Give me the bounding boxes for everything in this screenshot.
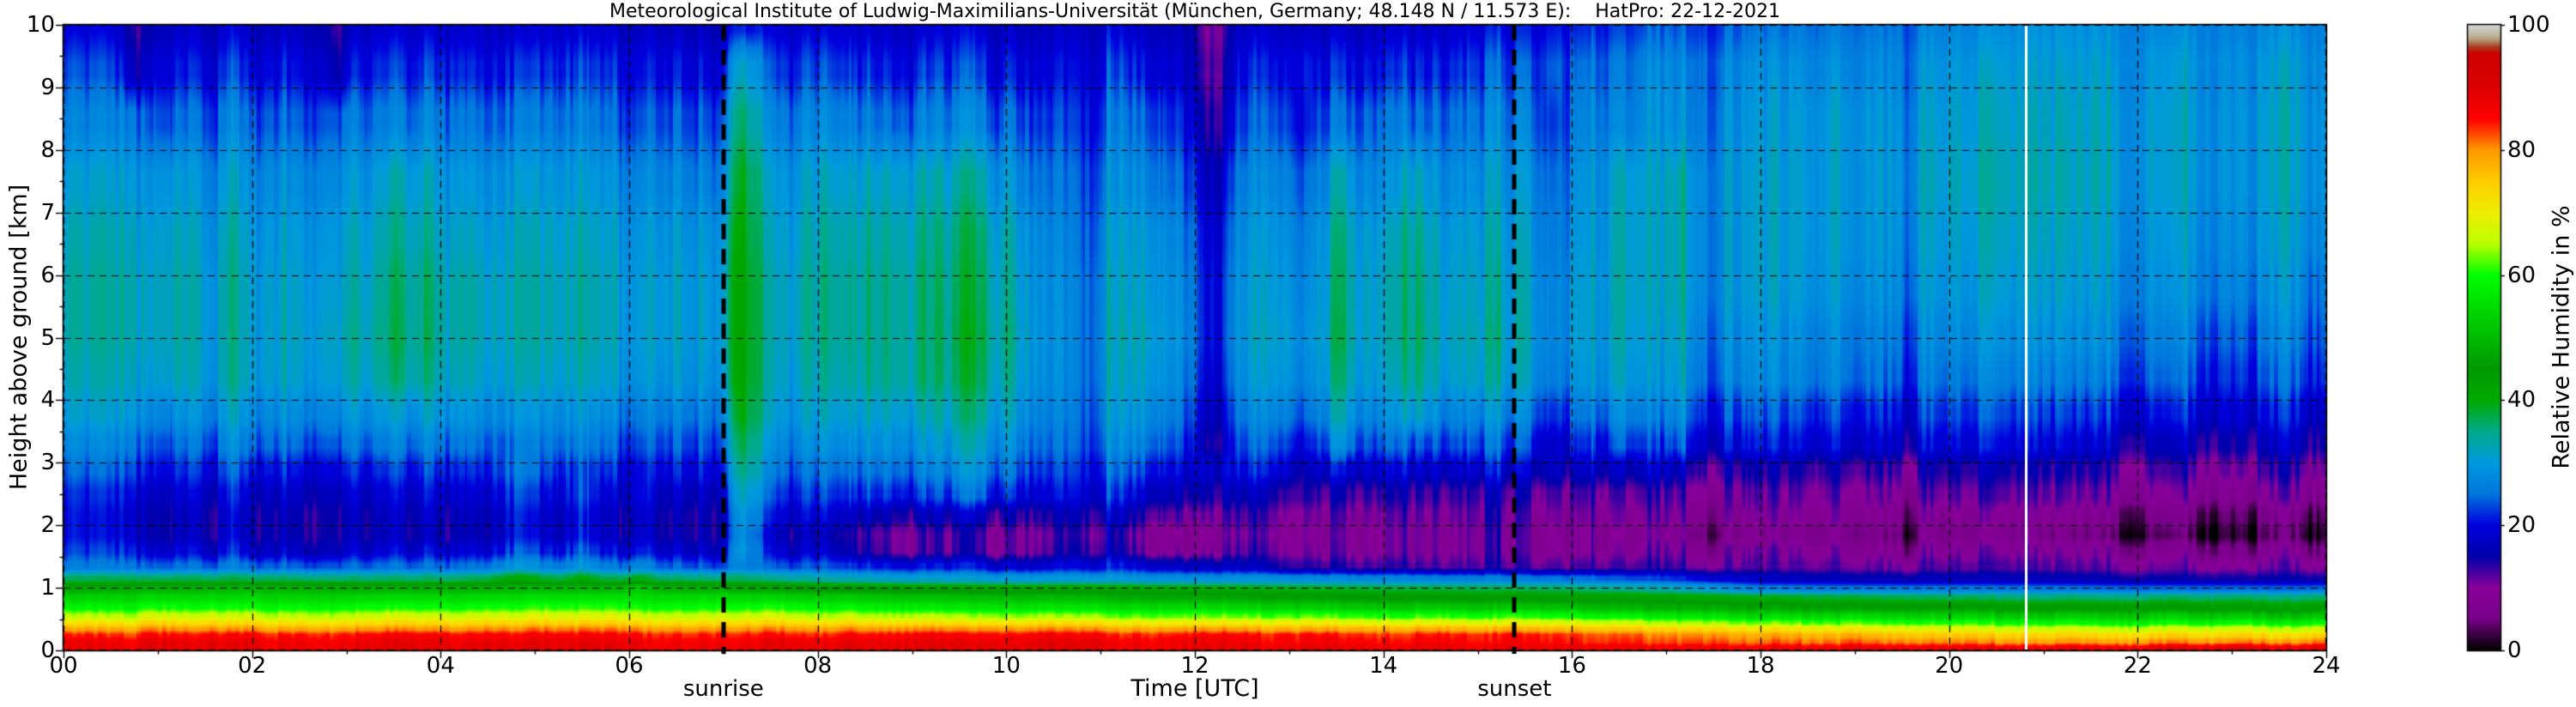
colorbar-tick-label: 80 [2507,136,2537,163]
x-tick-label: 04 [426,653,455,679]
x-tick-label: 12 [1180,653,1209,679]
y-tick-label: 1 [40,575,55,601]
x-tick-label: 20 [1935,653,1964,679]
y-tick-label: 5 [40,324,55,351]
x-tick-label: 10 [991,653,1021,679]
x-tick-label: 02 [238,653,267,679]
sunset-label: sunset [1477,676,1552,702]
colorbar-tick-label: 20 [2507,512,2537,539]
y-tick-label: 3 [40,450,55,476]
x-tick-label: 22 [2123,653,2152,679]
y-tick-label: 0 [40,638,55,663]
x-tick-label: 24 [2312,653,2341,679]
colorbar-tick-label: 60 [2507,262,2537,288]
colorbar-tick-label: 40 [2507,387,2537,414]
x-tick-label: 00 [49,653,78,679]
sunrise-label: sunrise [682,676,764,702]
x-tick-label: 14 [1369,653,1398,679]
x-tick-label: 16 [1557,653,1586,679]
x-tick-label: 06 [615,653,644,679]
y-tick-label: 7 [40,199,55,226]
colorbar-tick-label: 100 [2507,12,2550,38]
y-tick-label: 4 [40,387,55,414]
y-axis-label: Height above ground [km] [5,184,33,491]
colorbar-tick-label: 0 [2507,638,2522,663]
y-tick-label: 8 [40,136,55,163]
plot-title: Meteorological Institute of Ludwig-Maxim… [609,1,1781,22]
x-tick-label: 08 [803,653,833,679]
y-tick-label: 9 [40,74,55,100]
y-tick-label: 10 [26,12,55,38]
y-tick-label: 2 [40,512,55,539]
colorbar-label: Relative Humidity in % [2548,205,2575,469]
x-tick-label: 18 [1746,653,1775,679]
x-axis-label: Time [UTC] [1130,675,1259,702]
y-tick-label: 6 [40,262,55,288]
